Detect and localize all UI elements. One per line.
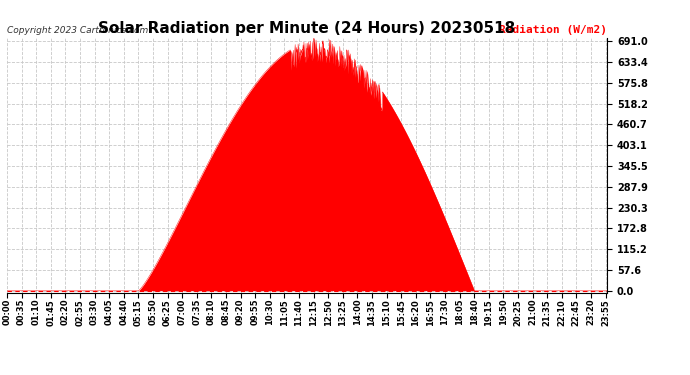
Title: Solar Radiation per Minute (24 Hours) 20230518: Solar Radiation per Minute (24 Hours) 20… bbox=[99, 21, 515, 36]
Text: Radiation (W/m2): Radiation (W/m2) bbox=[499, 25, 607, 35]
Text: Copyright 2023 Cartronics.com: Copyright 2023 Cartronics.com bbox=[7, 26, 148, 35]
